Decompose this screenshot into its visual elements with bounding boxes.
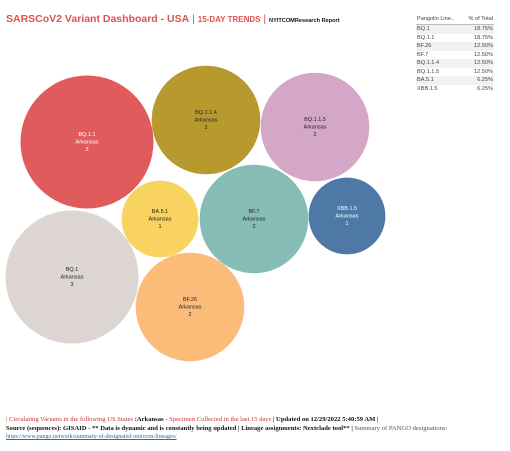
bubble-count-label: 1	[345, 221, 348, 227]
footer-line-1: | Circulating Variants in the following …	[6, 416, 506, 425]
footer-updated: | Updated on 12/29/2022 5:40:59 AM |	[271, 416, 379, 423]
footer-source: Source (sequences): GISAID - ** Data is …	[6, 424, 353, 432]
bubble-mark[interactable]	[260, 72, 370, 182]
bubble-lineage-label: BF.7	[248, 209, 259, 215]
legend-lineage: BF.7	[417, 51, 429, 58]
bubble-state-label: Arkansas	[179, 305, 202, 311]
bubble-lineage-label: BQ.1.1.4	[195, 110, 217, 116]
legend-row[interactable]: BQ.1 18.75%	[416, 24, 494, 34]
bubble-chart: BQ.1.1Arkansas3BQ.1.1.4Arkansas2BQ.1.1.5…	[5, 65, 386, 362]
bubble-state-label: Arkansas	[61, 275, 84, 281]
footer-specimen-text: - Specimen Collected in the last 15 days	[163, 416, 272, 423]
header-separator: |	[260, 13, 270, 25]
bubble-state-label: Arkansas	[195, 118, 218, 124]
footer: | Circulating Variants in the following …	[6, 416, 506, 442]
legend-pct: 6.25%	[462, 76, 494, 85]
bubble-lineage-label: BA.5.1	[152, 209, 169, 215]
bubble-mark[interactable]	[121, 180, 199, 258]
legend-col-pct[interactable]: % of Total	[462, 13, 494, 25]
legend-row[interactable]: BQ.1.1 18.75%	[416, 34, 494, 43]
legend-pct: 12.50%	[474, 68, 493, 75]
bubble-count-label: 2	[313, 132, 316, 138]
bubble-lineage-label: BQ.1.1	[78, 132, 95, 138]
legend-pct: 12.50%	[462, 59, 494, 68]
bubble-state-label: Arkansas	[149, 217, 172, 223]
legend-row[interactable]: BF.7 12.50%	[416, 51, 494, 60]
legend-pct: 18.75%	[462, 24, 494, 34]
bubble-state-label: Arkansas	[243, 217, 266, 223]
bubble-lineage-label: BQ.1	[66, 267, 79, 273]
report-label: NYITCOMResearch Report	[269, 18, 340, 24]
dashboard-subtitle: 15-DAY TRENDS	[197, 15, 261, 24]
dashboard-title: SARSCoV2 Variant Dashboard - USA	[6, 13, 190, 25]
bubble-count-label: 3	[70, 282, 73, 288]
bubble-state-label: Arkansas	[336, 214, 359, 220]
footer-state: :Arkansas	[134, 416, 164, 423]
legend-row[interactable]: BQ.1.1.5 12.50%	[416, 68, 494, 77]
legend-pct: 6.25%	[477, 85, 493, 92]
legend-lineage: BA.5.1	[416, 76, 463, 85]
legend-lineage: BQ.1.1	[417, 34, 435, 41]
legend-col-lineage[interactable]: Pangolin Line..	[416, 13, 463, 25]
bubble-mark[interactable]	[199, 164, 309, 274]
legend-lineage: BQ.1	[416, 24, 463, 34]
legend-row[interactable]: BQ.1.1.4 12.50%	[416, 59, 494, 68]
legend-lineage: BQ.1.1.5	[417, 68, 440, 75]
bubble-mark[interactable]	[5, 210, 139, 344]
legend-lineage: BF.26	[416, 42, 463, 51]
footer-circulating-text: Circulating Variants in the following US…	[8, 416, 135, 423]
legend-pct: 18.75%	[474, 34, 493, 41]
footer-line-3: https://www.pango.network/summary-of-des…	[6, 433, 506, 442]
bubble-lineage-label: XBB.1.5	[337, 206, 357, 212]
bubble-count-label: 3	[85, 147, 88, 153]
bubble-mark[interactable]	[20, 75, 154, 209]
bubble-count-label: 2	[204, 125, 207, 131]
bubble-count-label: 2	[188, 312, 191, 318]
bubble-mark[interactable]	[151, 65, 261, 175]
lineage-legend-table: Pangolin Line.. % of Total BQ.1 18.75% BQ.…	[416, 13, 494, 93]
legend-lineage: XBB.1.5	[417, 85, 438, 92]
footer-summary: Summary of PANGO designations:	[352, 424, 448, 432]
legend-row[interactable]: XBB.1.5 6.25%	[416, 85, 494, 94]
bubble-count-label: 1	[158, 224, 161, 230]
bubble-mark[interactable]	[135, 252, 245, 362]
bubble-count-label: 2	[252, 224, 255, 230]
legend-pct: 12.50%	[462, 42, 494, 51]
legend-row[interactable]: BA.5.1 6.25%	[416, 76, 494, 85]
bubble-lineage-label: BQ.1.1.5	[304, 117, 326, 123]
bubble-lineage-label: BF.26	[183, 297, 197, 303]
bubble-state-label: Arkansas	[76, 140, 99, 146]
pango-summary-link[interactable]: https://www.pango.network/summary-of-des…	[6, 434, 177, 440]
legend-lineage: BQ.1.1.4	[416, 59, 463, 68]
bubble-mark[interactable]	[308, 177, 386, 255]
header-separator: |	[189, 13, 198, 25]
legend-row[interactable]: BF.26 12.50%	[416, 42, 494, 51]
legend-body: BQ.1 18.75% BQ.1.1 18.75% BF.26 12.50% BF.7 12.…	[416, 24, 494, 94]
legend-header-row: Pangolin Line.. % of Total	[416, 13, 494, 25]
dashboard-header: SARSCoV2 Variant Dashboard - USA | 15-DA…	[6, 9, 340, 27]
bubble-state-label: Arkansas	[304, 125, 327, 131]
legend-table: Pangolin Line.. % of Total BQ.1 18.75% BQ.…	[416, 13, 494, 93]
legend-pct: 12.50%	[474, 51, 493, 58]
footer-line-2: Source (sequences): GISAID - ** Data is …	[6, 425, 506, 434]
footer-pipe: |	[6, 416, 9, 423]
